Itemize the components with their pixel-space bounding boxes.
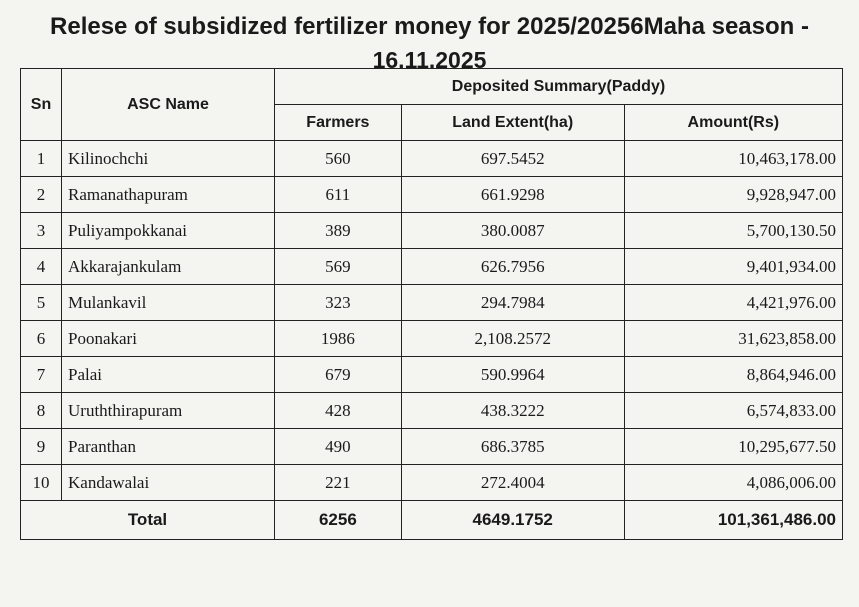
table-row: 6 Poonakari 1986 2,108.2572 31,623,858.0… bbox=[20, 320, 844, 357]
cell-sn: 10 bbox=[20, 464, 62, 501]
cell-land-extent: 380.0087 bbox=[400, 212, 625, 249]
table-row: 7 Palai 679 590.9964 8,864,946.00 bbox=[20, 356, 844, 393]
cell-amount: 4,421,976.00 bbox=[623, 284, 844, 321]
cell-sn: 6 bbox=[20, 320, 62, 357]
header-row-1: Sn ASC Name Deposited Summary(Paddy) bbox=[20, 68, 843, 141]
cell-farmers: 428 bbox=[274, 392, 402, 429]
cell-asc-name: Mulankavil bbox=[61, 284, 275, 321]
total-farmers: 6256 bbox=[274, 500, 402, 540]
cell-land-extent: 2,108.2572 bbox=[400, 320, 625, 357]
cell-asc-name: Uruththirapuram bbox=[61, 392, 275, 429]
cell-amount: 5,700,130.50 bbox=[623, 212, 844, 249]
cell-farmers: 490 bbox=[274, 428, 402, 465]
cell-amount: 9,401,934.00 bbox=[623, 248, 844, 285]
cell-asc-name: Palai bbox=[61, 356, 275, 393]
cell-amount: 10,463,178.00 bbox=[623, 140, 844, 177]
header-asc-name: ASC Name bbox=[61, 68, 275, 141]
cell-farmers: 323 bbox=[274, 284, 402, 321]
cell-asc-name: Paranthan bbox=[61, 428, 275, 465]
table-row: 8 Uruththirapuram 428 438.3222 6,574,833… bbox=[20, 392, 844, 429]
deposit-summary-table: Sn ASC Name Deposited Summary(Paddy) Far… bbox=[20, 68, 844, 540]
header-row-2: Farmers Land Extent(ha) Amount(Rs) bbox=[21, 104, 844, 141]
header-deposited-summary: Deposited Summary(Paddy) bbox=[274, 68, 843, 105]
cell-amount: 4,086,006.00 bbox=[623, 464, 844, 501]
cell-asc-name: Puliyampokkanai bbox=[61, 212, 275, 249]
cell-asc-name: Kandawalai bbox=[61, 464, 275, 501]
header-land-extent: Land Extent(ha) bbox=[400, 104, 625, 141]
cell-sn: 3 bbox=[20, 212, 62, 249]
cell-land-extent: 686.3785 bbox=[400, 428, 625, 465]
cell-land-extent: 626.7956 bbox=[400, 248, 625, 285]
cell-asc-name: Akkarajankulam bbox=[61, 248, 275, 285]
cell-amount: 10,295,677.50 bbox=[623, 428, 844, 465]
total-land-extent: 4649.1752 bbox=[400, 500, 625, 540]
cell-land-extent: 438.3222 bbox=[400, 392, 625, 429]
cell-farmers: 221 bbox=[274, 464, 402, 501]
table-row: 4 Akkarajankulam 569 626.7956 9,401,934.… bbox=[20, 248, 844, 285]
cell-amount: 8,864,946.00 bbox=[623, 356, 844, 393]
cell-land-extent: 697.5452 bbox=[400, 140, 625, 177]
table-row: 3 Puliyampokkanai 389 380.0087 5,700,130… bbox=[20, 212, 844, 249]
cell-sn: 8 bbox=[20, 392, 62, 429]
document-title: Relese of subsidized fertilizer money fo… bbox=[0, 10, 859, 74]
cell-land-extent: 294.7984 bbox=[400, 284, 625, 321]
table-row: 10 Kandawalai 221 272.4004 4,086,006.00 bbox=[20, 464, 844, 501]
table-row: 1 Kilinochchi 560 697.5452 10,463,178.00 bbox=[20, 140, 844, 177]
cell-farmers: 560 bbox=[274, 140, 402, 177]
total-amount: 101,361,486.00 bbox=[623, 500, 844, 540]
header-amount: Amount(Rs) bbox=[623, 104, 844, 141]
total-label: Total bbox=[20, 500, 275, 540]
cell-farmers: 569 bbox=[274, 248, 402, 285]
cell-asc-name: Poonakari bbox=[61, 320, 275, 357]
total-row: Total 6256 4649.1752 101,361,486.00 bbox=[20, 500, 844, 540]
cell-farmers: 611 bbox=[274, 176, 402, 213]
cell-amount: 31,623,858.00 bbox=[623, 320, 844, 357]
table-row: 5 Mulankavil 323 294.7984 4,421,976.00 bbox=[20, 284, 844, 321]
cell-asc-name: Ramanathapuram bbox=[61, 176, 275, 213]
title-line-1: Relese of subsidized fertilizer money fo… bbox=[50, 13, 809, 40]
cell-sn: 9 bbox=[20, 428, 62, 465]
cell-asc-name: Kilinochchi bbox=[61, 140, 275, 177]
cell-farmers: 389 bbox=[274, 212, 402, 249]
cell-farmers: 679 bbox=[274, 356, 402, 393]
cell-sn: 1 bbox=[20, 140, 62, 177]
table-row: 2 Ramanathapuram 611 661.9298 9,928,947.… bbox=[20, 176, 844, 213]
header-sn: Sn bbox=[20, 68, 62, 141]
table-row: 9 Paranthan 490 686.3785 10,295,677.50 bbox=[20, 428, 844, 465]
header-farmers: Farmers bbox=[274, 104, 402, 141]
cell-land-extent: 661.9298 bbox=[400, 176, 625, 213]
cell-farmers: 1986 bbox=[274, 320, 402, 357]
cell-sn: 5 bbox=[20, 284, 62, 321]
cell-amount: 6,574,833.00 bbox=[623, 392, 844, 429]
cell-amount: 9,928,947.00 bbox=[623, 176, 844, 213]
cell-sn: 4 bbox=[20, 248, 62, 285]
cell-land-extent: 590.9964 bbox=[400, 356, 625, 393]
cell-sn: 7 bbox=[20, 356, 62, 393]
cell-sn: 2 bbox=[20, 176, 62, 213]
cell-land-extent: 272.4004 bbox=[400, 464, 625, 501]
